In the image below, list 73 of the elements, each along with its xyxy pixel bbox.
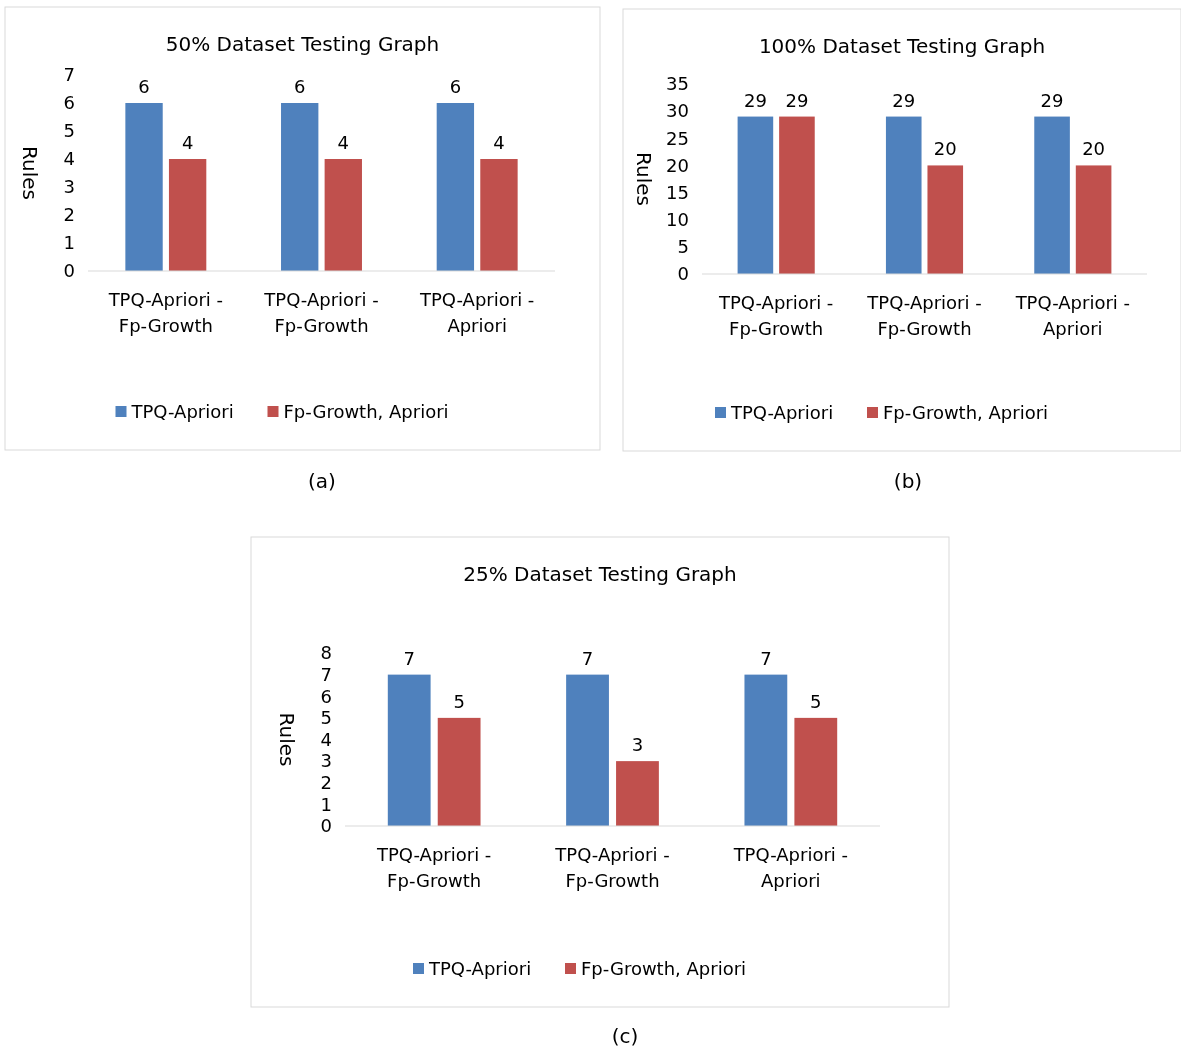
x-tick-label: TPQ-Apriori - Fp-Growth xyxy=(375,844,492,891)
data-label: 4 xyxy=(493,132,505,153)
y-tick-label: 20 xyxy=(666,154,689,176)
y-tick-label: 0 xyxy=(63,260,75,282)
y-tick-label: 1 xyxy=(320,793,332,815)
bar xyxy=(744,674,788,826)
y-axis-title: Rules xyxy=(632,152,656,206)
y-tick-label: 30 xyxy=(666,100,689,122)
bar xyxy=(566,674,609,826)
data-label: 4 xyxy=(181,132,194,153)
y-tick-label: 0 xyxy=(677,263,689,285)
data-label: 7 xyxy=(760,647,772,669)
y-tick-label: 4 xyxy=(63,148,75,170)
y-tick-label: 15 xyxy=(666,181,689,203)
bar xyxy=(437,717,481,826)
x-tick-label: TPQ-Apriori - Apriori xyxy=(1014,292,1131,339)
legend-label: Fp-Growth, Apriori xyxy=(883,402,1049,423)
data-label: 5 xyxy=(810,690,822,712)
data-label: 29 xyxy=(743,89,767,111)
legend-label: Fp-Growth, Apriori xyxy=(283,401,449,422)
y-tick-label: 1 xyxy=(63,232,75,254)
data-label: 7 xyxy=(581,647,594,669)
data-label: 20 xyxy=(1082,138,1106,160)
data-label: 6 xyxy=(138,76,150,97)
x-tick-label: TPQ-Apriori - Fp-Growth xyxy=(263,289,379,336)
legend-label: TPQ-Apriori xyxy=(730,402,834,423)
y-tick-label: 6 xyxy=(63,92,75,114)
x-tick-label: TPQ-Apriori - Apriori xyxy=(732,844,849,891)
data-label: 29 xyxy=(1040,89,1064,111)
y-tick-label: 7 xyxy=(320,663,332,685)
data-label: 4 xyxy=(337,132,350,153)
y-tick-label: 3 xyxy=(320,750,332,772)
y-tick-label: 3 xyxy=(63,176,75,198)
y-tick-label: 7 xyxy=(63,64,75,86)
chart-title: 100% Dataset Testing Graph xyxy=(758,34,1046,58)
legend-label: Fp-Growth, Apriori xyxy=(581,958,747,979)
chart-title: 25% Dataset Testing Graph xyxy=(463,562,737,586)
bar xyxy=(794,717,838,826)
y-tick-label: 2 xyxy=(320,772,332,794)
y-tick-label: 8 xyxy=(320,642,332,664)
y-tick-label: 5 xyxy=(63,120,75,142)
bar xyxy=(387,674,431,826)
y-tick-label: 0 xyxy=(320,815,332,837)
y-tick-label: 2 xyxy=(63,204,75,226)
y-tick-label: 35 xyxy=(666,73,689,95)
x-tick-label: TPQ-Apriori - Fp-Growth xyxy=(554,844,670,891)
text: (c) xyxy=(611,1024,639,1048)
y-tick-label: 4 xyxy=(320,728,332,750)
y-tick-label: 6 xyxy=(320,685,332,707)
data-label: 6 xyxy=(449,76,462,97)
text: (a) xyxy=(308,469,336,493)
data-label: 3 xyxy=(631,734,644,756)
text: (b) xyxy=(893,469,923,493)
legend-label: TPQ-Apriori xyxy=(130,401,234,422)
x-tick-label: TPQ-Apriori - Fp-Growth xyxy=(866,292,982,339)
x-tick-label: TPQ-Apriori - Fp-Growth xyxy=(717,292,834,339)
x-tick-label: TPQ-Apriori - Apriori xyxy=(418,289,535,336)
y-axis-title: Rules xyxy=(18,146,42,200)
data-label: 5 xyxy=(453,690,465,712)
y-tick-label: 10 xyxy=(666,208,689,230)
bar xyxy=(616,761,659,826)
x-tick-label: TPQ-Apriori - Fp-Growth xyxy=(107,289,224,336)
data-label: 6 xyxy=(293,76,306,97)
data-label: 29 xyxy=(892,89,916,111)
y-tick-label: 5 xyxy=(677,236,689,258)
data-label: 20 xyxy=(933,138,957,160)
y-tick-label: 5 xyxy=(320,707,332,729)
data-label: 29 xyxy=(785,89,809,111)
y-tick-label: 25 xyxy=(666,127,689,149)
chart-title: 50% Dataset Testing Graph xyxy=(165,32,440,56)
y-axis-title: Rules xyxy=(275,712,299,767)
data-label: 7 xyxy=(403,647,415,669)
legend-label: TPQ-Apriori xyxy=(428,958,532,979)
